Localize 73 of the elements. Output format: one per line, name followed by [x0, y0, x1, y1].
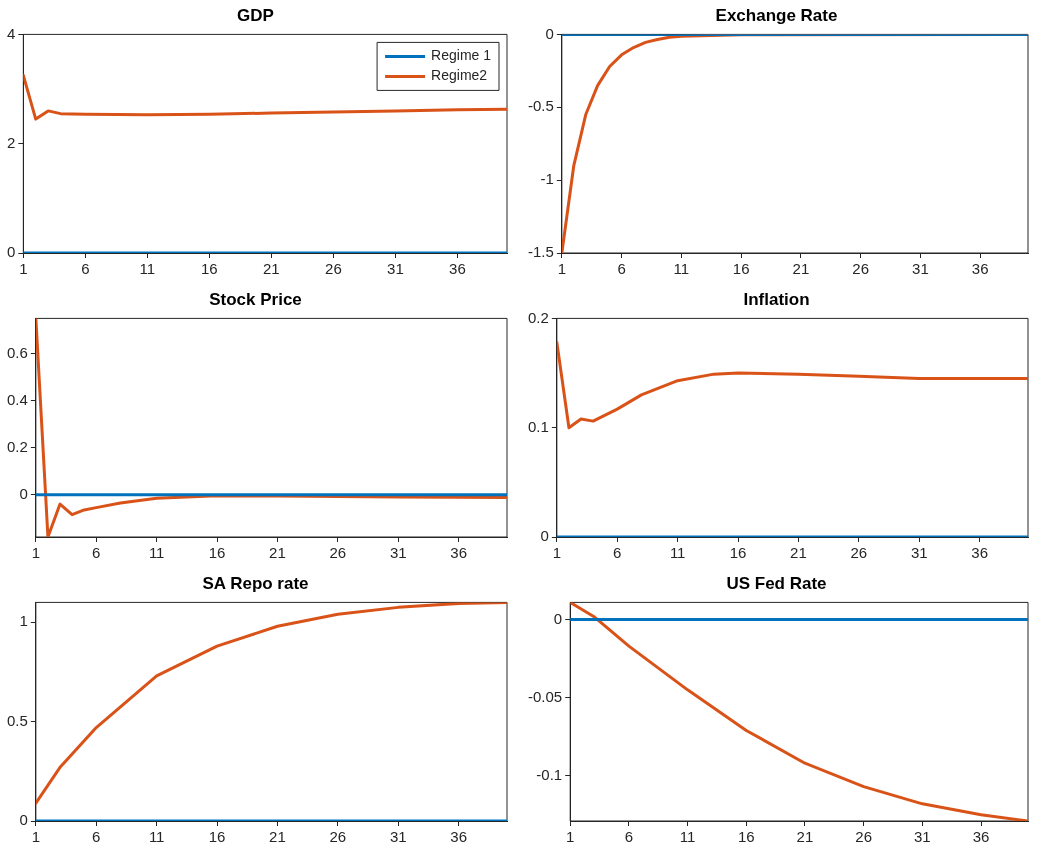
- x-tick-label: 11: [148, 544, 165, 562]
- x-tick-label: 16: [732, 260, 750, 278]
- x-tick-label: 11: [148, 828, 165, 846]
- x-tick-label: 21: [796, 828, 814, 846]
- x-tick-label: 6: [613, 544, 622, 562]
- y-tick-label: 0: [553, 609, 563, 627]
- y-tick-label: 0.5: [6, 711, 28, 729]
- x-tick-label: 26: [850, 544, 868, 562]
- x-tick-label: 6: [617, 260, 626, 278]
- chart-title: GDP: [237, 5, 274, 25]
- y-tick-label: 0.1: [527, 417, 549, 435]
- chart-title: SA Repo rate: [202, 573, 309, 593]
- x-tick-label: 31: [387, 260, 404, 278]
- x-tick-label: 11: [673, 260, 690, 278]
- x-tick-label: 36: [972, 828, 990, 846]
- x-tick-label: 1: [566, 828, 575, 846]
- x-tick-label: 16: [208, 828, 226, 846]
- y-tick-label: 4: [7, 24, 16, 42]
- y-tick-label: 0.4: [6, 390, 28, 408]
- chart-title: Stock Price: [209, 289, 302, 309]
- x-tick-label: 6: [81, 260, 90, 278]
- x-tick-label: 21: [792, 260, 810, 278]
- legend-label: Regime2: [431, 67, 488, 84]
- y-tick-label: -0.5: [527, 97, 554, 115]
- x-tick-label: 26: [855, 828, 872, 846]
- x-tick-label: 11: [679, 828, 696, 846]
- x-tick-label: 31: [912, 260, 929, 278]
- chart-title: US Fed Rate: [726, 573, 827, 593]
- x-tick-label: 36: [971, 544, 989, 562]
- x-tick-label: 21: [263, 260, 280, 278]
- x-tick-label: 36: [450, 544, 468, 562]
- x-tick-label: 26: [852, 260, 870, 278]
- y-tick-label: -0.1: [536, 765, 563, 783]
- x-tick-label: 11: [139, 260, 156, 278]
- x-tick-label: 16: [201, 260, 218, 278]
- x-tick-label: 1: [31, 828, 41, 846]
- x-tick-label: 6: [92, 544, 101, 562]
- x-tick-label: 16: [208, 544, 226, 562]
- y-tick-label: -1.5: [527, 243, 554, 261]
- x-tick-label: 16: [729, 544, 747, 562]
- chart-title: Exchange Rate: [715, 5, 838, 25]
- x-tick-label: 31: [910, 544, 928, 562]
- x-tick-label: 26: [329, 828, 347, 846]
- legend-label: Regime 1: [431, 47, 492, 64]
- x-tick-label: 26: [325, 260, 342, 278]
- chart-title: Inflation: [743, 289, 810, 309]
- x-tick-label: 6: [624, 828, 634, 846]
- y-tick-label: 2: [7, 133, 16, 151]
- x-tick-label: 31: [389, 544, 407, 562]
- y-tick-label: -0.05: [527, 687, 563, 705]
- y-tick-label: -1: [540, 170, 554, 188]
- x-tick-label: 26: [329, 544, 347, 562]
- y-tick-label: 0: [19, 811, 28, 829]
- y-tick-label: 0.2: [527, 308, 549, 326]
- x-tick-label: 16: [737, 828, 755, 846]
- x-tick-label: 31: [389, 828, 407, 846]
- x-tick-label: 36: [450, 828, 468, 846]
- y-tick-label: 0: [7, 243, 16, 261]
- y-tick-label: 0: [19, 484, 28, 502]
- y-tick-label: 0.6: [6, 343, 28, 361]
- x-tick-label: 11: [669, 544, 686, 562]
- y-tick-label: 0: [545, 24, 554, 42]
- x-tick-label: 36: [449, 260, 466, 278]
- y-tick-label: 0.2: [6, 437, 28, 455]
- y-tick-label: 1: [19, 612, 28, 630]
- x-tick-label: 21: [790, 544, 807, 562]
- x-tick-label: 36: [971, 260, 989, 278]
- x-tick-label: 31: [914, 828, 931, 846]
- x-tick-label: 1: [31, 544, 41, 562]
- x-tick-label: 6: [92, 828, 101, 846]
- x-tick-label: 21: [269, 544, 286, 562]
- y-tick-label: 0: [540, 527, 549, 545]
- x-tick-label: 21: [269, 828, 286, 846]
